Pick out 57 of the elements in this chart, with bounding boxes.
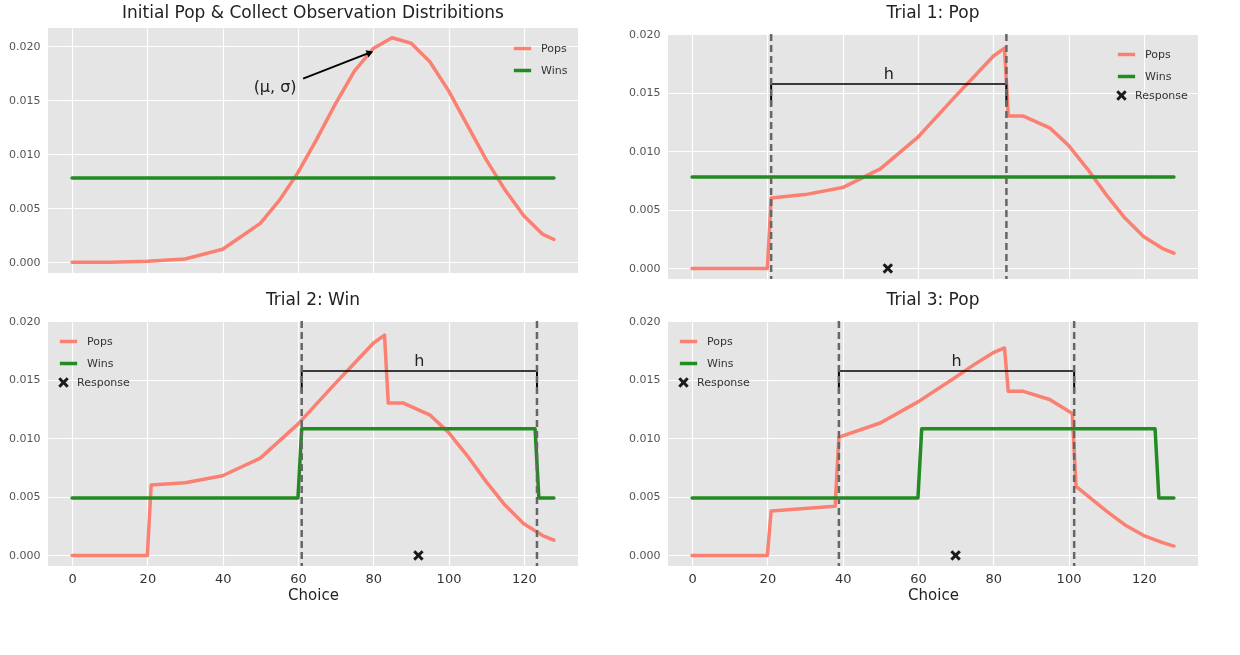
chart-title: Trial 2: Win: [264, 289, 361, 309]
x-tick-label: 60: [910, 570, 927, 586]
annotation: (μ, σ): [253, 76, 297, 96]
y-tick-label: 0.005: [629, 490, 661, 504]
y-tick-label: 0.010: [9, 431, 41, 445]
legend-label: Response: [697, 375, 751, 389]
y-tick-label: 0.020: [629, 314, 661, 328]
x-tick-label: 80: [365, 570, 382, 586]
x-tick-label: 0: [68, 570, 77, 586]
legend-label: Wins: [87, 356, 114, 370]
x-tick-label: 40: [834, 570, 852, 586]
y-tick-label: 0.005: [629, 203, 661, 217]
legend-label: Response: [1135, 88, 1189, 102]
legend-label: Wins: [707, 356, 734, 370]
x-tick-label: 100: [436, 570, 462, 586]
x-tick-label: 20: [759, 570, 777, 586]
chart-title: Trial 1: Pop: [885, 2, 980, 22]
y-tick-label: 0.015: [9, 93, 41, 107]
legend-label: Pops: [707, 334, 733, 348]
x-tick-label: 120: [511, 570, 537, 586]
legend-label: Wins: [1145, 69, 1172, 83]
annotation: h: [951, 351, 962, 370]
x-tick-label: 120: [1131, 570, 1157, 586]
line-series: [690, 346, 1176, 558]
y-tick-label: 0.010: [9, 147, 41, 161]
x-tick-label: 80: [985, 570, 1002, 586]
y-tick-label: 0.020: [9, 314, 41, 328]
y-tick-label: 0.020: [629, 27, 661, 41]
y-tick-label: 0.000: [629, 548, 661, 562]
legend-label: Pops: [87, 334, 113, 348]
y-tick-label: 0.000: [9, 548, 41, 562]
y-tick-label: 0.005: [9, 490, 41, 504]
x-tick-label: 100: [1056, 570, 1082, 586]
y-tick-label: 0.010: [629, 431, 661, 445]
chart-title: Trial 3: Pop: [885, 289, 980, 309]
y-tick-label: 0.005: [9, 201, 41, 215]
legend-label: Pops: [1145, 47, 1171, 61]
y-tick-label: 0.015: [9, 373, 41, 387]
annotation: h: [883, 64, 894, 83]
y-tick-label: 0.010: [629, 144, 661, 158]
x-tick-label: 0: [688, 570, 697, 586]
y-tick-label: 0.020: [9, 39, 41, 53]
legend-label: Pops: [541, 41, 567, 55]
x-axis-title: Choice: [288, 585, 339, 604]
y-tick-label: 0.000: [629, 261, 661, 275]
legend-label: Wins: [541, 63, 568, 77]
x-tick-label: 40: [214, 570, 232, 586]
y-tick-label: 0.000: [9, 255, 41, 269]
annotation: h: [414, 351, 425, 370]
legend-label: Response: [77, 375, 131, 389]
x-tick-label: 60: [290, 570, 307, 586]
x-axis-title: Choice: [908, 585, 959, 604]
x-tick-label: 20: [139, 570, 157, 586]
chart-title: Initial Pop & Collect Observation Distribitions: [122, 2, 505, 22]
line-series: [70, 333, 556, 558]
y-tick-label: 0.015: [629, 86, 661, 100]
y-tick-label: 0.015: [629, 373, 661, 387]
